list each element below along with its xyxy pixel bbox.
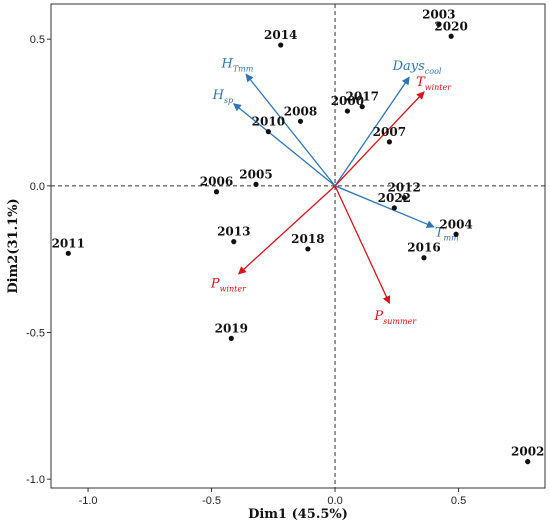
vector-label: Psummer <box>373 309 417 326</box>
point-2007 <box>386 139 392 145</box>
point-label: 2011 <box>52 236 85 250</box>
y-tick-label: -0.5 <box>26 328 45 340</box>
point-label: 2008 <box>284 104 317 118</box>
y-tick-label: -1.0 <box>26 474 45 486</box>
point-2019 <box>228 335 234 341</box>
point-label: 2022 <box>378 191 411 205</box>
point-2002 <box>525 459 531 465</box>
point-label: 2017 <box>346 90 379 104</box>
vector-p-winter <box>237 185 336 275</box>
y-tick-label: 0.5 <box>30 34 45 46</box>
point-2014 <box>278 42 284 48</box>
vector-p-summer <box>334 185 391 305</box>
point-label: 2012 <box>388 181 421 195</box>
point-2012 <box>401 195 407 201</box>
point-label: 2007 <box>373 125 406 139</box>
point-label: 2004 <box>439 217 472 231</box>
vector-label: Hsp <box>212 88 234 105</box>
x-axis-title: Dim1 (45.5%) <box>248 507 348 522</box>
point-2011 <box>65 250 71 256</box>
point-label: 2010 <box>252 115 285 129</box>
variable-vectors: HTmm Hsp Dayscool Tmm Twinter Pwinter Psummer <box>210 56 459 325</box>
plot-frame <box>50 3 546 489</box>
point-label: 2005 <box>239 167 272 181</box>
vector-label: HTmm <box>220 56 253 73</box>
point-2005 <box>253 181 259 187</box>
point-label: 2002 <box>511 445 544 459</box>
point-2008 <box>297 118 304 124</box>
point-2018 <box>305 246 311 252</box>
point-2010 <box>265 129 271 135</box>
point-2017 <box>359 104 365 110</box>
point-label: 2018 <box>291 232 324 246</box>
vector-t-mm <box>334 185 435 228</box>
point-label: 2020 <box>434 19 467 33</box>
x-tick-label: -1.0 <box>79 495 98 507</box>
point-label: 2014 <box>264 28 297 42</box>
vector-days-cool <box>334 76 410 187</box>
vector-t-winter <box>334 91 425 187</box>
point-label: 2016 <box>407 241 440 255</box>
y-axis-title: Dim2(31.1%) <box>6 198 21 293</box>
vector-label: Dayscool <box>392 59 442 76</box>
point-label: 2019 <box>215 321 248 335</box>
x-tick-label: -0.5 <box>202 495 221 507</box>
point-2003 <box>436 21 442 28</box>
x-tick-label: 0.5 <box>451 495 466 507</box>
x-tick-label: 0.0 <box>327 495 342 507</box>
vector-h-sp <box>233 103 336 187</box>
point-label: 2006 <box>200 175 233 189</box>
point-2006 <box>213 189 220 195</box>
vector-label: Pwinter <box>210 276 247 293</box>
y-tick-label: 0.0 <box>30 181 45 193</box>
axis-ticks: -1.0 -0.5 0.0 0.5 -1.0 -0.5 0.0 0.5 <box>26 34 466 507</box>
vector-label: Twinter <box>416 75 452 92</box>
reference-lines <box>51 4 545 488</box>
vector-label: Tmm <box>435 225 459 242</box>
point-2016 <box>421 255 427 261</box>
point-label: 2000 <box>331 94 364 108</box>
point-2000 <box>344 108 350 114</box>
point-label: 2003 <box>422 8 455 22</box>
point-2022 <box>391 205 397 211</box>
point-label: 2013 <box>217 225 250 239</box>
vector-h-tmm <box>245 73 336 187</box>
point-2004 <box>453 231 459 237</box>
point-2013 <box>231 239 237 245</box>
point-2020 <box>448 33 454 39</box>
